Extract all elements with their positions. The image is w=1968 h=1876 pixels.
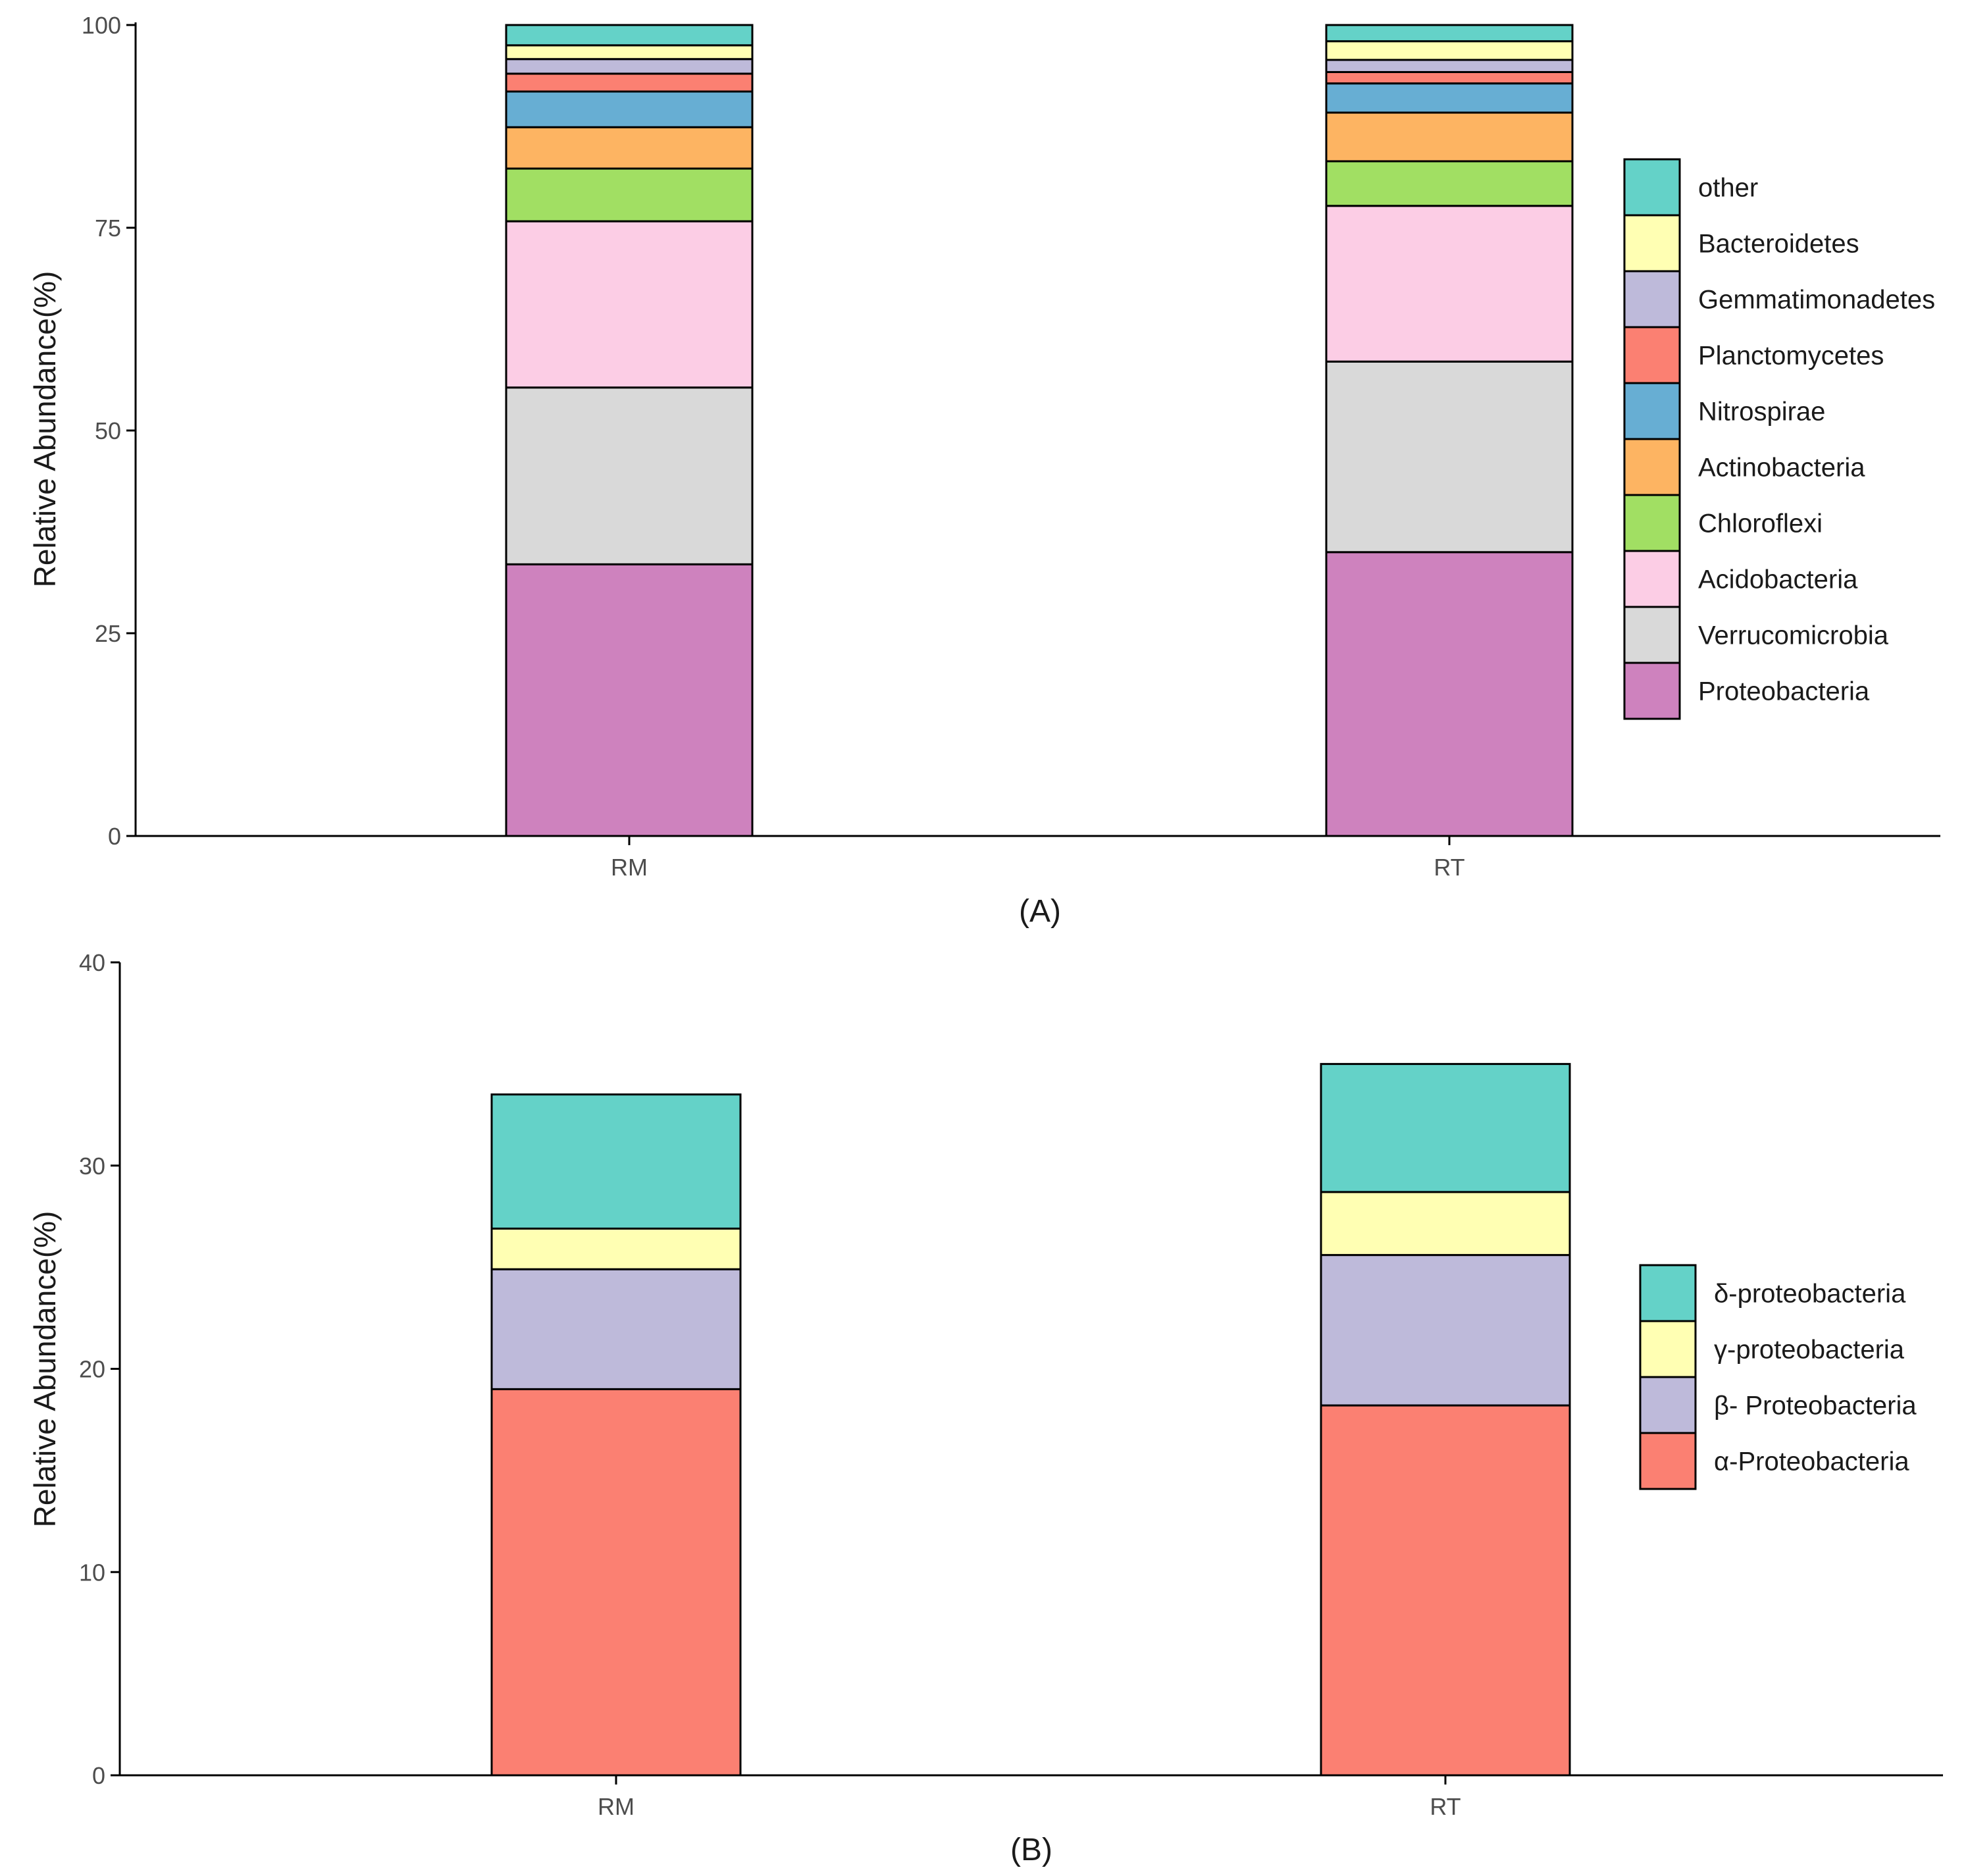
- panel-a-legend-swatch-acidobacteria: [1623, 550, 1681, 608]
- panel-a-legend-label-planctomycetes: Planctomycetes: [1698, 342, 1884, 371]
- panel-b-y-axis-title: Relative Abundance(%): [28, 1211, 62, 1528]
- panel-a-bar-rm-gemmatimonadetes: [505, 58, 754, 75]
- panel-a-bar-rt-proteobacteria: [1325, 551, 1574, 837]
- panel-a-y-ticks: 0 25 50 75 100: [82, 12, 136, 850]
- panel-b-y-tick-label: 0: [92, 1762, 105, 1789]
- panel-b-bar-rm-proteobacteria: [490, 1388, 742, 1777]
- panel-a-legend-swatch-gemmatimonadetes: [1623, 270, 1681, 328]
- panel-a-bars: [505, 24, 1574, 837]
- panel-b-y-tick-label: 10: [79, 1559, 105, 1586]
- panel-a-bar-rm-acidobacteria: [505, 220, 754, 389]
- panel-b-y-tick-label: 40: [79, 949, 105, 976]
- panel-a-x-ticks: RM RT: [611, 836, 1465, 881]
- panel-a-legend-label-nitrospirae: Nitrospirae: [1698, 398, 1825, 427]
- panel-b-x-tick-label: RM: [598, 1793, 634, 1820]
- panel-a-bar-rt-bacteroidetes: [1325, 40, 1574, 61]
- panel-a-legend-swatch-proteobacteria: [1623, 662, 1681, 720]
- panel-a-legend-label-proteobacteria: Proteobacteria: [1698, 677, 1870, 706]
- panel-a-x-tick-label: RM: [611, 854, 648, 881]
- panel-b-bar-rt-proteobacteria: [1320, 1191, 1571, 1257]
- panel-a-legend-swatch-actinobacteria: [1623, 438, 1681, 496]
- panel-a-legend-swatch-planctomycetes: [1623, 326, 1681, 384]
- panel-a-bar-rt-gemmatimonadetes: [1325, 59, 1574, 73]
- panel-b-bar-rt-proteobacteria: [1320, 1062, 1571, 1193]
- panel-b-bar-rt-proteobacteria: [1320, 1254, 1571, 1407]
- panel-b-legend: δ-proteobacteria γ-proteobacteria β- Prote…: [1639, 1264, 1917, 1490]
- panel-a-legend-swatch-bacteroidetes: [1623, 214, 1681, 273]
- panel-b-legend-swatch-proteobacteria: [1639, 1320, 1697, 1378]
- panel-b-legend-swatch-proteobacteria: [1639, 1432, 1697, 1490]
- panel-b-chart: Relative Abundance(%) 0 10 20 30 40 RM RT (B)…: [28, 949, 1943, 1867]
- panel-b-y-ticks: 0 10 20 30 40: [79, 949, 120, 1789]
- panel-b-y-tick-label: 30: [79, 1153, 105, 1180]
- panel-a-bar-rt-chloroflexi: [1325, 160, 1574, 207]
- panel-a-bar-rm-verrucomicrobia: [505, 386, 754, 565]
- panel-b-bar-rm-proteobacteria: [490, 1227, 742, 1270]
- panel-a-x-tick-label: RT: [1434, 854, 1464, 881]
- panel-b-legend-swatch-proteobacteria: [1639, 1376, 1697, 1434]
- panel-a-chart: Relative Abundance(%) 0 25 50 75 100 RM RT (A…: [28, 12, 1940, 929]
- panel-b-bar-rm-proteobacteria: [490, 1268, 742, 1390]
- panel-a-legend-label-verrucomicrobia: Verrucomicrobia: [1698, 621, 1889, 650]
- panel-a-bar-rm-proteobacteria: [505, 563, 754, 837]
- panel-a-bar-rt-verrucomicrobia: [1325, 360, 1574, 554]
- panel-a-legend-label-actinobacteria: Actinobacteria: [1698, 454, 1865, 482]
- panel-a-legend-label-chloroflexi: Chloroflexi: [1698, 509, 1823, 538]
- panel-b-legend-label-proteobacteria: γ-proteobacteria: [1714, 1336, 1905, 1365]
- panel-a-bar-rt-planctomycetes: [1325, 70, 1574, 85]
- panel-a-bar-rm-actinobacteria: [505, 126, 754, 170]
- panel-a-legend-label-acidobacteria: Acidobacteria: [1698, 565, 1858, 594]
- panel-a-bar-rt-other: [1325, 24, 1574, 43]
- panel-a-bar-rm-bacteroidetes: [505, 44, 754, 61]
- panel-b-label: (B): [1010, 1833, 1052, 1867]
- panel-a-legend-swatch-verrucomicrobia: [1623, 606, 1681, 664]
- panel-a-legend: other Bacteroidetes Gemmatimonadetes Planct…: [1623, 158, 1935, 720]
- panel-b-legend-label-proteobacteria: δ-proteobacteria: [1714, 1280, 1906, 1309]
- panel-a-legend-label-other: other: [1698, 174, 1758, 203]
- panel-b-legend-label-proteobacteria: β- Proteobacteria: [1714, 1392, 1917, 1420]
- panel-b-legend-label-proteobacteria: α-Proteobacteria: [1714, 1447, 1909, 1476]
- panel-a-legend-swatch-other: [1623, 158, 1681, 217]
- panel-b-bar-rt-proteobacteria: [1320, 1404, 1571, 1777]
- panel-a-bar-rt-nitrospirae: [1325, 82, 1574, 114]
- panel-b-x-ticks: RM RT: [598, 1775, 1461, 1820]
- panel-a-legend-swatch-chloroflexi: [1623, 494, 1681, 552]
- panel-b-bar-rm-proteobacteria: [490, 1093, 742, 1230]
- panel-a-bar-rm-chloroflexi: [505, 167, 754, 222]
- panel-a-legend-swatch-nitrospirae: [1623, 382, 1681, 440]
- panel-a-y-axis-title: Relative Abundance(%): [28, 271, 62, 588]
- panel-b-x-tick-label: RT: [1430, 1793, 1461, 1820]
- panel-a-legend-label-gemmatimonadetes: Gemmatimonadetes: [1698, 286, 1935, 315]
- panel-a-legend-label-bacteroidetes: Bacteroidetes: [1698, 230, 1859, 259]
- panel-b-bars: [490, 1062, 1571, 1777]
- panel-a-bar-rt-actinobacteria: [1325, 111, 1574, 163]
- panel-a-bar-rm-planctomycetes: [505, 72, 754, 93]
- panel-a-y-tick-label: 0: [108, 823, 121, 850]
- panel-a-y-tick-label: 50: [95, 417, 121, 444]
- panel-a-label: (A): [1019, 894, 1061, 929]
- panel-b-legend-swatch-proteobacteria: [1639, 1264, 1697, 1322]
- panel-a-bar-rm-nitrospirae: [505, 90, 754, 128]
- panel-a-y-tick-label: 100: [82, 12, 121, 39]
- panel-a-bar-rt-acidobacteria: [1325, 205, 1574, 363]
- panel-a-bar-rm-other: [505, 24, 754, 47]
- panel-a-y-tick-label: 25: [95, 620, 121, 647]
- panel-b-y-tick-label: 20: [79, 1356, 105, 1383]
- panel-a-y-tick-label: 75: [95, 215, 121, 242]
